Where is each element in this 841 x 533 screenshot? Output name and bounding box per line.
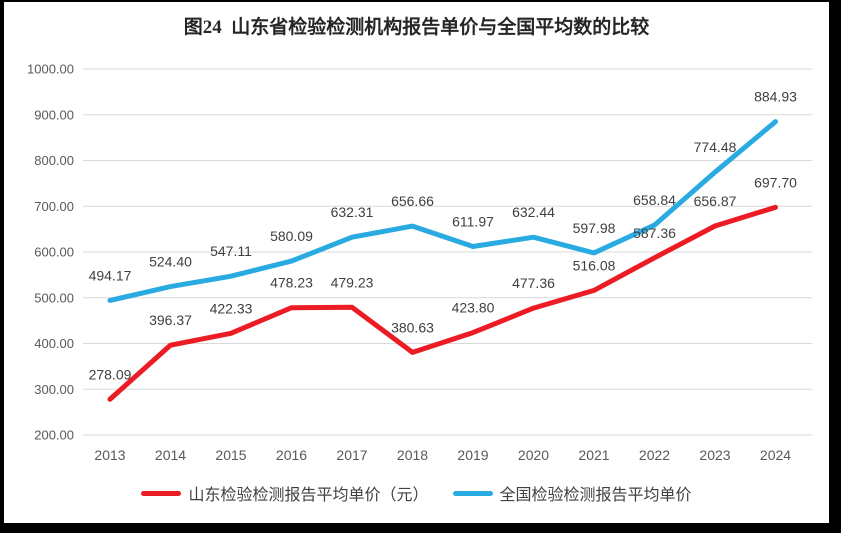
data-label-shandong: 516.08 bbox=[573, 257, 616, 273]
data-label-national: 774.48 bbox=[694, 139, 737, 155]
data-label-shandong: 380.63 bbox=[391, 319, 434, 335]
data-label-shandong: 278.09 bbox=[89, 366, 132, 382]
x-axis-label: 2014 bbox=[155, 447, 186, 463]
y-axis-tick-label: 300.00 bbox=[34, 382, 74, 397]
y-axis-tick-label: 800.00 bbox=[34, 153, 74, 168]
data-label-national: 580.09 bbox=[270, 228, 313, 244]
y-axis-tick-label: 400.00 bbox=[34, 336, 74, 351]
x-axis-label: 2020 bbox=[518, 447, 549, 463]
data-label-national: 547.11 bbox=[210, 243, 252, 259]
line-chart-canvas: 200.00 300.00 400.00 500.00 600.00 700.00 800.… bbox=[27, 62, 812, 463]
legend-label-shandong: 山东检验检测报告平均单价（元） bbox=[188, 487, 429, 504]
x-axis-label: 2024 bbox=[760, 447, 791, 463]
series-line-shandong bbox=[107, 204, 778, 402]
data-label-shandong: 396.37 bbox=[149, 312, 192, 328]
chart-legend: 山东检验检测报告平均单价（元） 全国检验检测报告平均单价 bbox=[4, 481, 829, 505]
data-label-shandong: 587.36 bbox=[633, 225, 676, 241]
legend-item-shandong: 山东检验检测报告平均单价（元） bbox=[141, 481, 429, 505]
chart-title: 图24 山东省检验检测机构报告单价与全国平均数的比较 bbox=[183, 17, 650, 38]
data-label-shandong: 656.87 bbox=[694, 193, 737, 209]
data-label-shandong: 697.70 bbox=[754, 174, 797, 190]
data-label-national: 611.97 bbox=[452, 214, 494, 230]
data-label-national: 494.17 bbox=[89, 267, 132, 283]
y-axis-tick-label: 700.00 bbox=[34, 199, 74, 214]
data-label-national: 656.66 bbox=[391, 193, 434, 209]
y-axis-tick-label: 200.00 bbox=[34, 428, 74, 443]
y-axis-tick-label: 1000.00 bbox=[27, 62, 74, 77]
legend-item-national: 全国检验检测报告平均单价 bbox=[452, 481, 692, 505]
x-axis-label: 2017 bbox=[336, 447, 367, 463]
y-axis-tick-label: 600.00 bbox=[34, 245, 74, 260]
data-label-national: 884.93 bbox=[754, 89, 797, 105]
x-axis-label: 2022 bbox=[639, 447, 670, 463]
x-axis-label: 2015 bbox=[215, 447, 246, 463]
x-axis-label: 2016 bbox=[276, 447, 307, 463]
data-label-shandong: 478.23 bbox=[270, 275, 313, 291]
legend-label-national: 全国检验检测报告平均单价 bbox=[499, 487, 692, 504]
data-label-national: 524.40 bbox=[149, 254, 192, 270]
x-axis-label: 2019 bbox=[457, 447, 488, 463]
y-axis-tick-label: 500.00 bbox=[34, 290, 74, 305]
x-axis-label: 2013 bbox=[94, 447, 125, 463]
data-label-shandong: 423.80 bbox=[452, 300, 495, 316]
shandong-line-swatch-icon bbox=[141, 490, 182, 496]
national-line-swatch-icon bbox=[452, 490, 493, 496]
y-axis-tick-label: 900.00 bbox=[34, 107, 74, 122]
data-label-national: 658.84 bbox=[633, 192, 676, 208]
data-label-shandong: 479.23 bbox=[331, 274, 374, 290]
data-label-national: 597.98 bbox=[573, 220, 616, 236]
series-line-national bbox=[107, 119, 778, 303]
data-label-national: 632.44 bbox=[512, 204, 555, 220]
data-label-national: 632.31 bbox=[331, 204, 374, 220]
x-axis-label: 2023 bbox=[699, 447, 730, 463]
x-axis-label: 2018 bbox=[397, 447, 428, 463]
data-label-shandong: 422.33 bbox=[210, 300, 253, 316]
x-axis-label: 2021 bbox=[578, 447, 609, 463]
data-label-shandong: 477.36 bbox=[512, 275, 555, 291]
